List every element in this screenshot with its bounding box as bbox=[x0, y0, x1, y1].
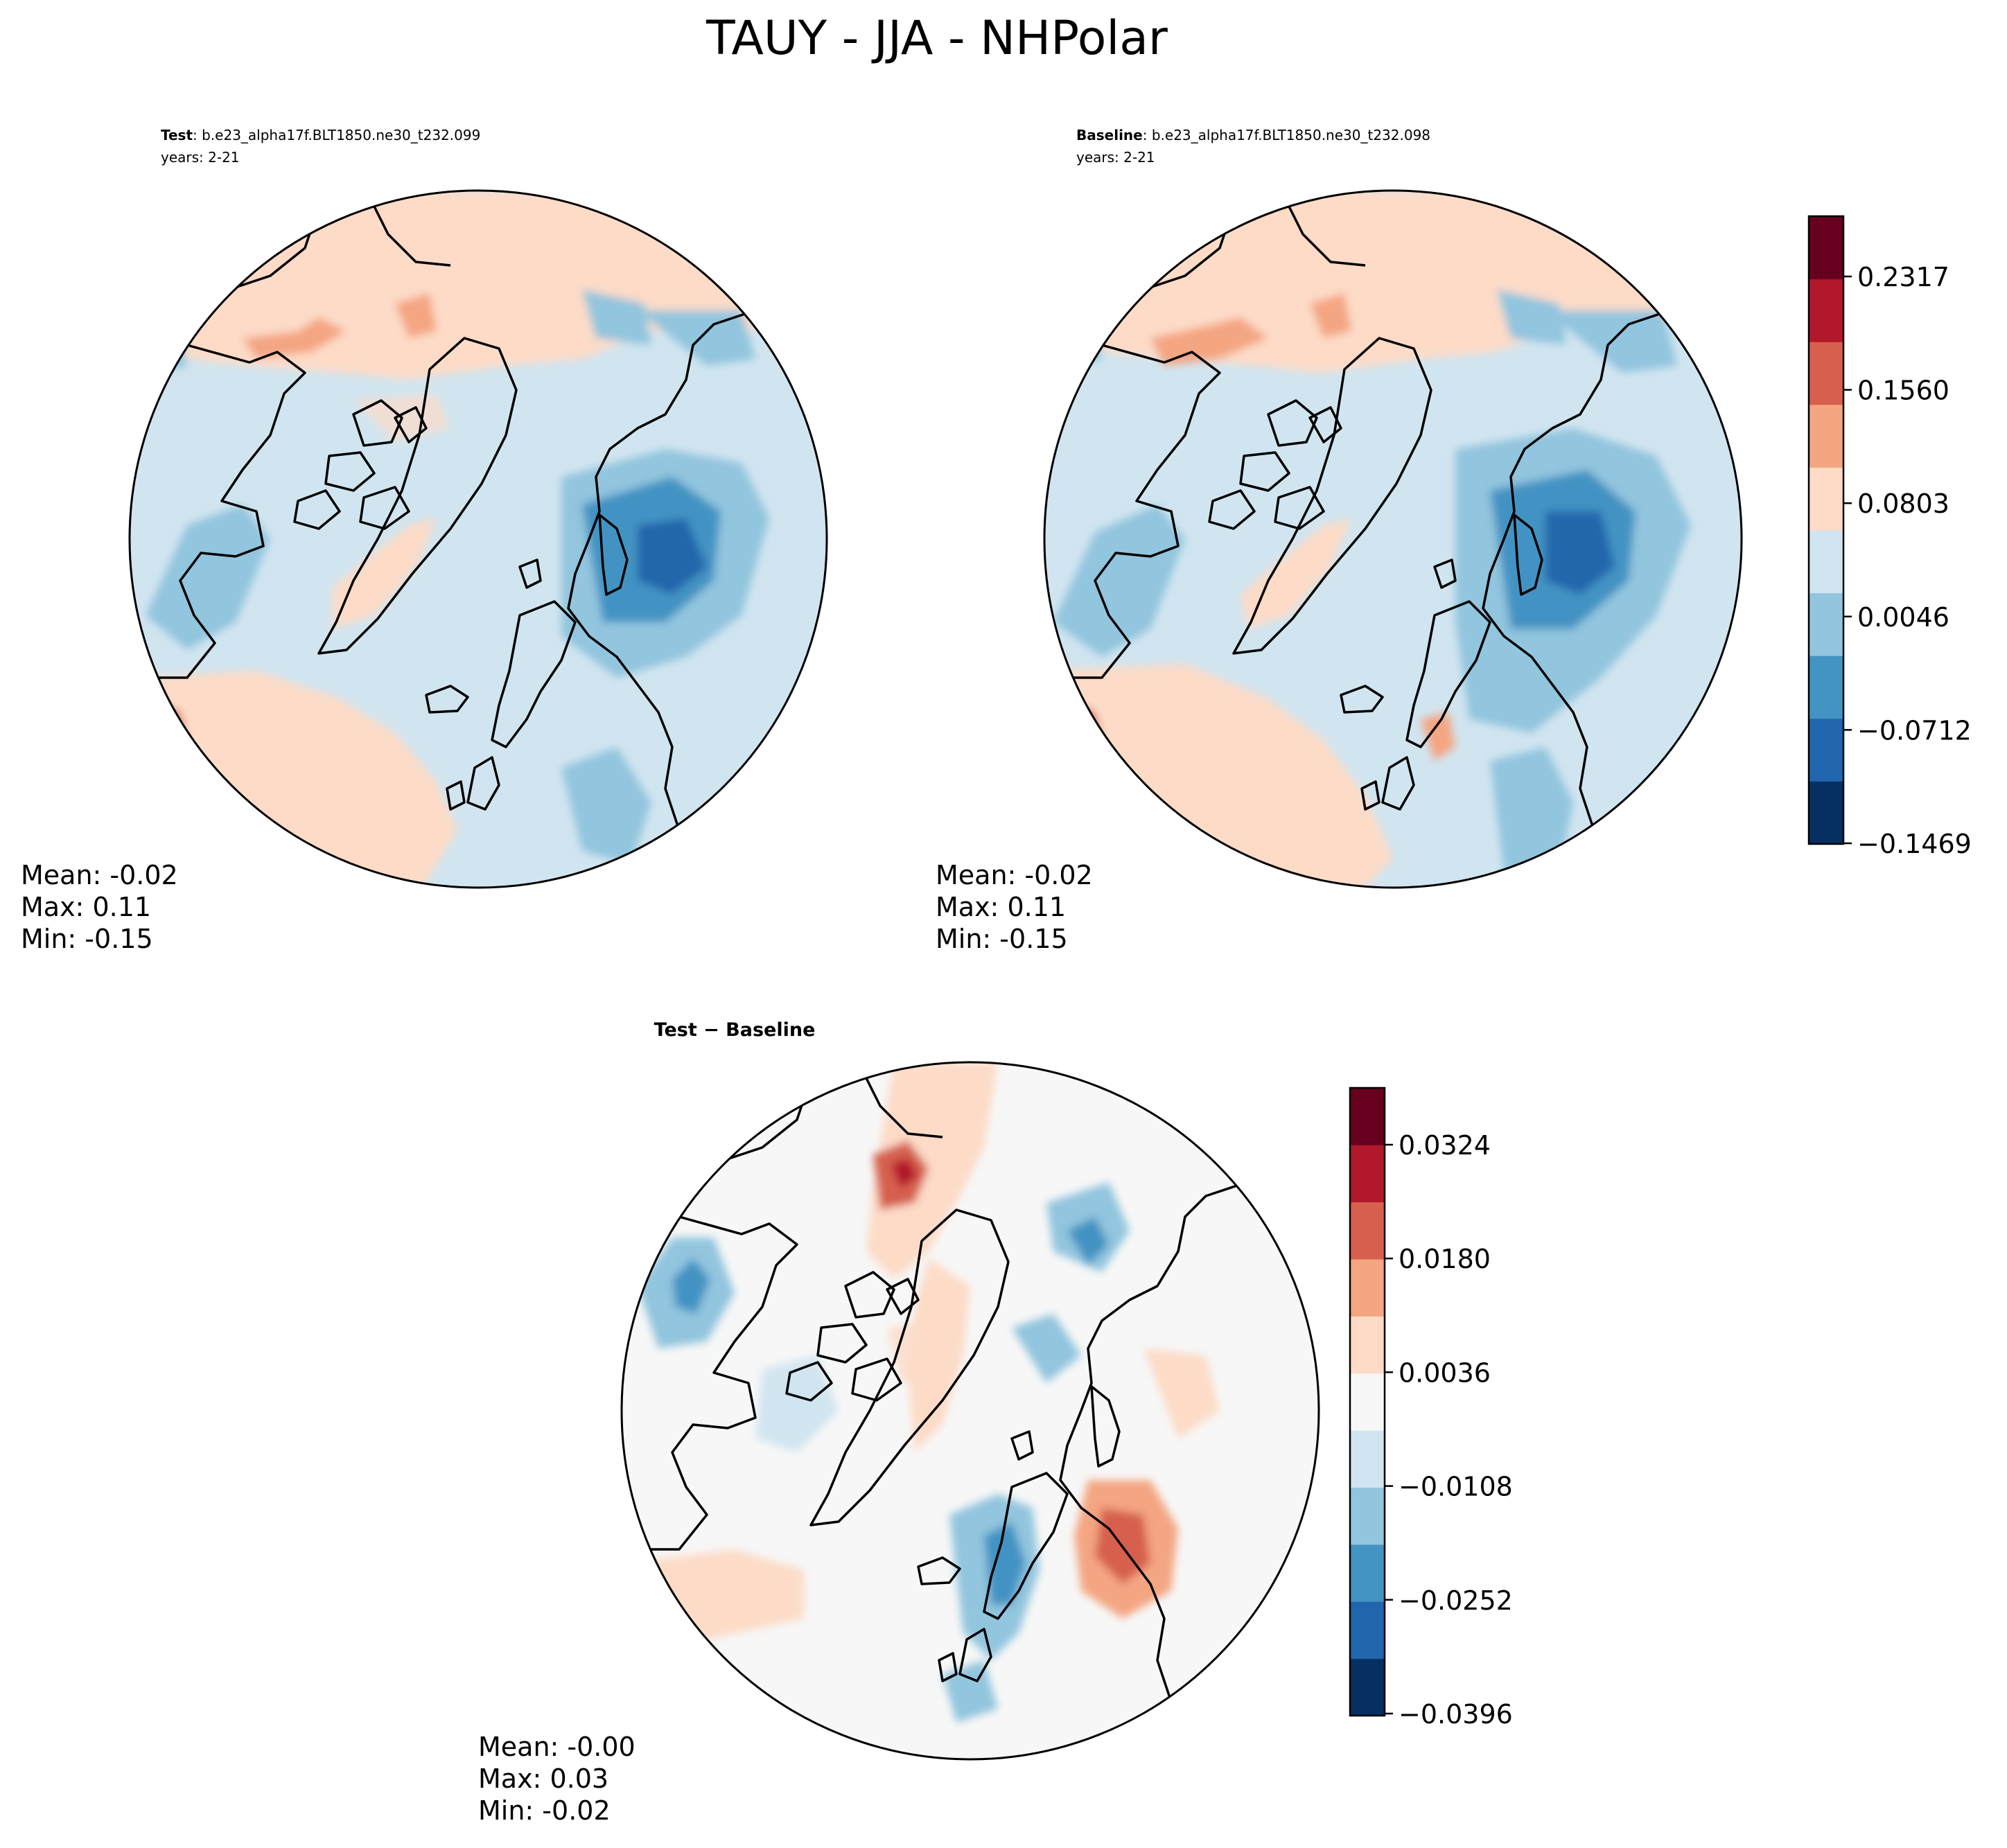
colorbar-difference-segment bbox=[1350, 1316, 1385, 1374]
colorbar-difference-segment bbox=[1350, 1544, 1385, 1602]
colorbar-difference-segment bbox=[1350, 1373, 1385, 1431]
colorbar-test-baseline-segment bbox=[1809, 530, 1843, 594]
colorbar-difference-tick-label: 0.0036 bbox=[1399, 1357, 1491, 1388]
panel-test-max: Max: 0.11 bbox=[21, 892, 151, 922]
panel-test: Test: b.e23_alpha17f.BLT1850.ne30_t232.0… bbox=[21, 127, 828, 954]
panel-test-years: years: 2-21 bbox=[161, 149, 240, 166]
colorbar-test-baseline-segment bbox=[1809, 781, 1843, 845]
colorbar-test-baseline-segment bbox=[1809, 216, 1843, 280]
panel-difference-label: Test − Baseline bbox=[654, 1019, 816, 1041]
colorbar-test-baseline-segment bbox=[1809, 467, 1843, 531]
panel-test-label: Test: b.e23_alpha17f.BLT1850.ne30_t232.0… bbox=[161, 127, 480, 143]
colorbar-difference-segment bbox=[1350, 1088, 1385, 1145]
colorbar-test-baseline-frame bbox=[1807, 215, 1845, 845]
panel-test-label-bold: Test bbox=[161, 127, 193, 143]
panel-difference: Test − Baseline bbox=[478, 1019, 1513, 1826]
colorbar-test-baseline-segment bbox=[1809, 404, 1843, 468]
colorbar-test-baseline-segment bbox=[1809, 279, 1843, 342]
panel-test-map bbox=[130, 191, 827, 888]
panel-baseline: Baseline: b.e23_alpha17f.BLT1850.ne30_t2… bbox=[936, 127, 1972, 954]
colorbar-test-baseline-tick-label: −0.1469 bbox=[1857, 829, 1972, 859]
colorbar-difference-tick-label: −0.0252 bbox=[1399, 1585, 1513, 1616]
colorbar-difference-tick-label: 0.0180 bbox=[1399, 1244, 1491, 1274]
colorbar-difference-frame bbox=[1349, 1086, 1386, 1717]
colorbar-test-baseline-tick-label: 0.0803 bbox=[1857, 489, 1949, 519]
panel-difference-boundary bbox=[620, 1061, 1320, 1761]
panel-difference-max: Max: 0.03 bbox=[478, 1763, 608, 1794]
colorbar-test-baseline-tick-label: 0.0046 bbox=[1857, 602, 1949, 633]
colorbar-test-baseline-tick-label: 0.2317 bbox=[1857, 262, 1949, 292]
panel-test-mean: Mean: -0.02 bbox=[21, 860, 178, 890]
panel-baseline-mean: Mean: -0.02 bbox=[936, 860, 1093, 890]
colorbar-difference-tick-label: −0.0108 bbox=[1399, 1472, 1513, 1502]
colorbar-test-baseline-segment bbox=[1809, 718, 1843, 782]
panel-baseline-label: Baseline: b.e23_alpha17f.BLT1850.ne30_t2… bbox=[1076, 127, 1430, 143]
colorbar-difference-segment bbox=[1350, 1658, 1385, 1716]
panel-test-label-case: : b.e23_alpha17f.BLT1850.ne30_t232.099 bbox=[193, 127, 480, 143]
colorbar-difference-segment bbox=[1350, 1430, 1385, 1488]
panel-test-boundary bbox=[128, 189, 828, 889]
panel-difference-map bbox=[622, 1062, 1319, 1759]
colorbar-difference-tick-label: 0.0324 bbox=[1399, 1130, 1491, 1161]
panel-baseline-label-case: : b.e23_alpha17f.BLT1850.ne30_t232.098 bbox=[1143, 127, 1430, 143]
colorbar-test-baseline-segment bbox=[1809, 592, 1843, 656]
panel-difference-min: Min: -0.02 bbox=[478, 1795, 611, 1826]
colorbar-test-baseline: 0.2317 0.1560 0.0803 0.0046 −0.0712 −0.1469 bbox=[1807, 215, 1972, 859]
colorbar-difference: 0.0324 0.0180 0.0036 −0.0108 −0.0252 −0.0396 bbox=[1349, 1086, 1513, 1730]
panel-baseline-boundary bbox=[1043, 189, 1743, 889]
panel-test-min: Min: -0.15 bbox=[21, 924, 153, 954]
colorbar-difference-tick-label: −0.0396 bbox=[1399, 1699, 1513, 1730]
colorbar-difference-segment bbox=[1350, 1487, 1385, 1545]
colorbar-test-baseline-tick-label: 0.1560 bbox=[1857, 376, 1949, 406]
figure-title: TAUY - JJA - NHPolar bbox=[705, 11, 1168, 66]
panel-baseline-years: years: 2-21 bbox=[1076, 149, 1155, 166]
panel-baseline-max: Max: 0.11 bbox=[936, 892, 1066, 922]
colorbar-difference-segment bbox=[1350, 1145, 1385, 1203]
colorbar-difference-segment bbox=[1350, 1259, 1385, 1317]
panel-difference-mean: Mean: -0.00 bbox=[478, 1732, 636, 1762]
colorbar-test-baseline-segment bbox=[1809, 342, 1843, 405]
panel-baseline-label-bold: Baseline bbox=[1076, 127, 1143, 143]
panel-baseline-map bbox=[1044, 191, 1742, 888]
colorbar-test-baseline-tick-label: −0.0712 bbox=[1857, 715, 1972, 746]
colorbar-test-baseline-segment bbox=[1809, 655, 1843, 719]
colorbar-difference-segment bbox=[1350, 1202, 1385, 1260]
colorbar-difference-segment bbox=[1350, 1601, 1385, 1660]
panel-baseline-min: Min: -0.15 bbox=[936, 924, 1068, 954]
